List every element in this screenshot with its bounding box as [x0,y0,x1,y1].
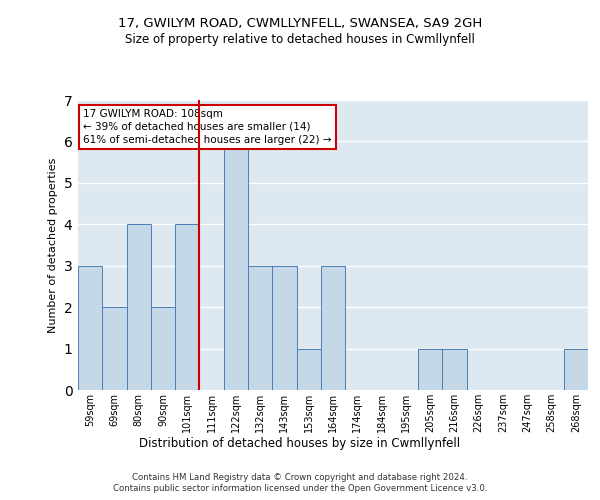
Text: Distribution of detached houses by size in Cwmllynfell: Distribution of detached houses by size … [139,438,461,450]
Text: Contains HM Land Registry data © Crown copyright and database right 2024.: Contains HM Land Registry data © Crown c… [132,472,468,482]
Bar [224,142,248,390]
Text: Contains public sector information licensed under the Open Government Licence v3: Contains public sector information licen… [113,484,487,493]
Bar [102,307,127,390]
Bar [78,266,102,390]
Text: Size of property relative to detached houses in Cwmllynfell: Size of property relative to detached ho… [125,32,475,46]
Bar [296,348,321,390]
Y-axis label: Number of detached properties: Number of detached properties [48,158,58,332]
Bar [442,348,467,390]
Bar [321,266,345,390]
Bar [175,224,199,390]
Bar [564,348,588,390]
Text: 17 GWILYM ROAD: 108sqm
← 39% of detached houses are smaller (14)
61% of semi-det: 17 GWILYM ROAD: 108sqm ← 39% of detached… [83,108,332,145]
Bar [272,266,296,390]
Text: 17, GWILYM ROAD, CWMLLYNFELL, SWANSEA, SA9 2GH: 17, GWILYM ROAD, CWMLLYNFELL, SWANSEA, S… [118,18,482,30]
Bar [151,307,175,390]
Bar [127,224,151,390]
Bar [248,266,272,390]
Bar [418,348,442,390]
